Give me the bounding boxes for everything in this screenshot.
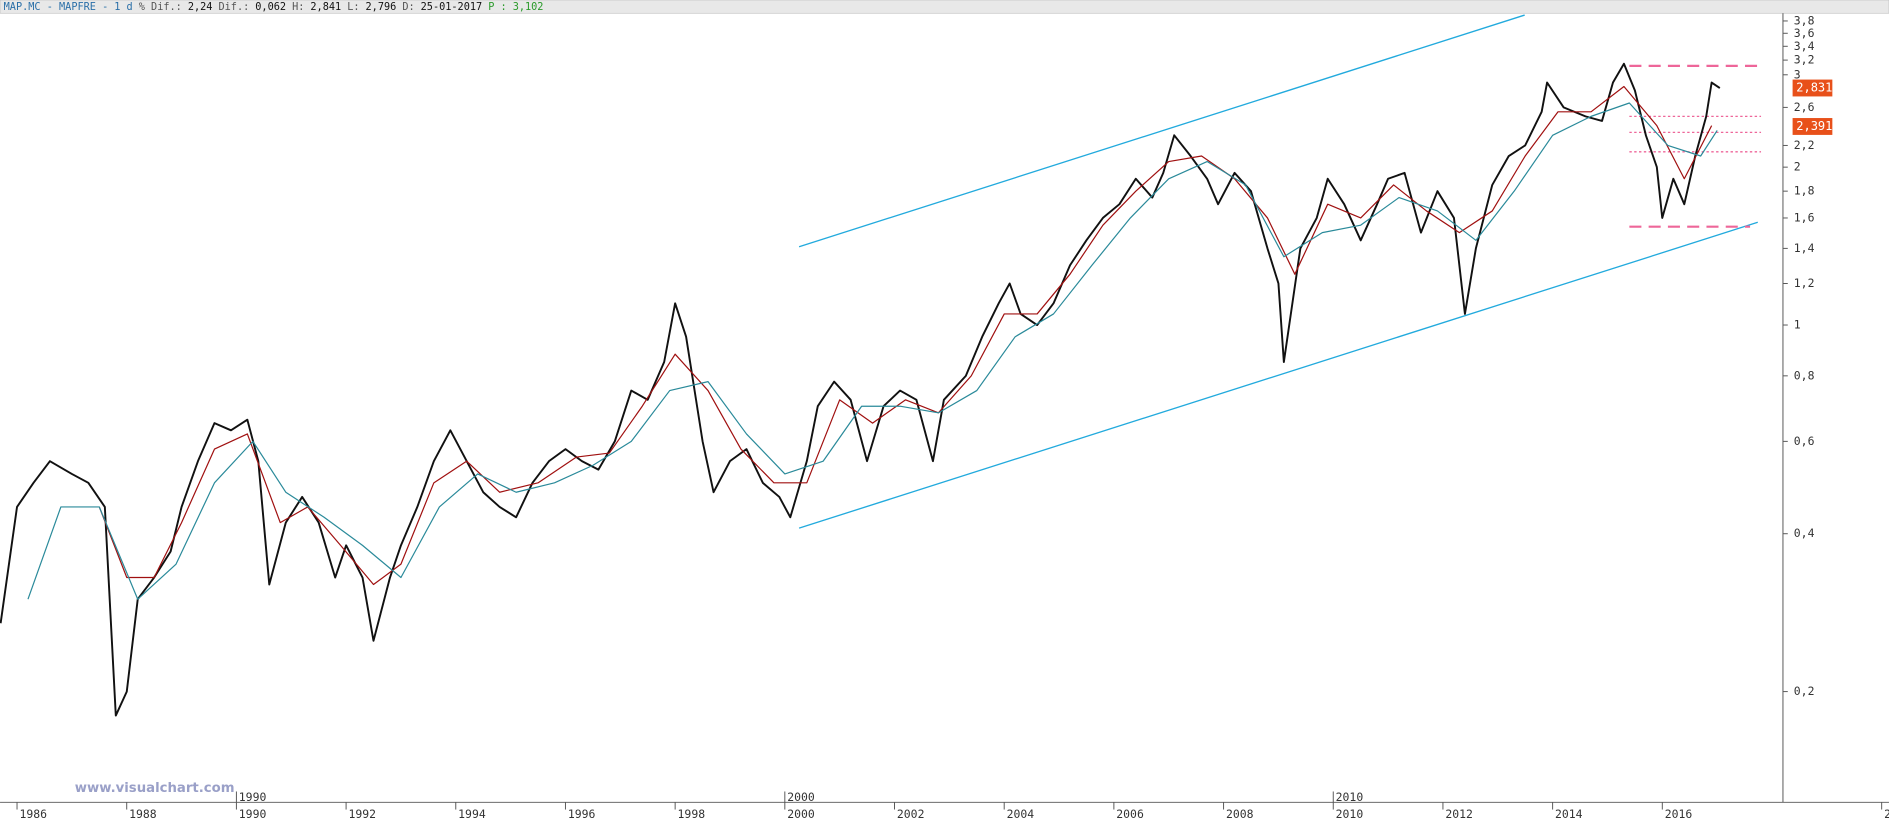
price-line	[0, 62, 1721, 717]
y-tick-label: 3,8	[1794, 13, 1815, 27]
y-tick-label: 2,6	[1794, 100, 1815, 114]
header-field: H:	[292, 2, 304, 13]
y-tick-label: 0,8	[1794, 368, 1815, 382]
x-tick-label: 2000	[787, 807, 815, 821]
price-label-box	[1792, 79, 1833, 97]
header-field: 2,841	[310, 2, 341, 13]
y-tick-label: 2	[1794, 160, 1801, 174]
header-field: 1 d	[114, 2, 132, 13]
price-line	[27, 102, 1718, 600]
x-tick-label: 2004	[1007, 807, 1035, 821]
header-field: 2,796	[366, 2, 397, 13]
header-field: MAP.MC - MAPFRE -	[4, 2, 109, 13]
x-tick-label: 20	[1884, 807, 1889, 821]
header-field: 3,102	[513, 2, 544, 13]
x-tick-label: 2008	[1226, 807, 1254, 821]
x-tick-label: 1996	[568, 807, 596, 821]
price-label: 2,391	[1796, 119, 1832, 133]
x-tick-label: 2012	[1445, 807, 1473, 821]
header-field: 25-01-2017	[421, 2, 483, 13]
trend-line	[798, 14, 1525, 248]
y-tick-label: 3	[1794, 67, 1801, 81]
y-tick-label: 0,6	[1794, 434, 1815, 448]
decade-tick-label: 2010	[1336, 790, 1364, 804]
header-field: Dif.:	[218, 2, 249, 13]
trend-line	[798, 221, 1758, 529]
y-tick-label: 1,6	[1794, 210, 1815, 224]
price-line	[98, 85, 1713, 586]
x-tick-label: 1994	[458, 807, 486, 821]
x-tick-label: 2010	[1336, 807, 1364, 821]
price-label-box	[1792, 118, 1833, 135]
x-tick-label: 2006	[1116, 807, 1144, 821]
header-field: L:	[347, 2, 359, 13]
y-tick-label: 1,8	[1794, 184, 1815, 198]
x-tick-label: 2002	[897, 807, 925, 821]
x-tick-label: 1986	[19, 807, 47, 821]
header-field: P :	[488, 2, 506, 13]
header-field: 0,062	[255, 2, 286, 13]
y-tick-label: 1	[1794, 318, 1801, 332]
x-tick-label: 1998	[678, 807, 706, 821]
x-tick-label: 2016	[1665, 807, 1693, 821]
x-tick-label: 1988	[129, 807, 157, 821]
y-tick-label: 3,2	[1794, 53, 1815, 67]
y-tick-label: 0,4	[1794, 526, 1815, 540]
decade-tick-label: 1990	[239, 790, 267, 804]
header-text: MAP.MC - MAPFRE - 1 d % Dif.: 2,24 Dif.: 0,06…	[4, 2, 544, 13]
y-tick-label: 2,2	[1794, 138, 1815, 152]
decade-tick-label: 2000	[787, 790, 815, 804]
watermark: www.visualchart.com	[75, 781, 235, 796]
x-tick-label: 1990	[239, 807, 267, 821]
y-tick-label: 1,2	[1794, 276, 1815, 290]
x-tick-label: 2014	[1555, 807, 1583, 821]
header-field: D:	[402, 2, 414, 13]
y-tick-label: 1,4	[1794, 241, 1815, 255]
y-tick-label: 3,4	[1794, 39, 1815, 53]
header-field: % Dif.:	[139, 2, 182, 13]
header-field: 2,24	[188, 2, 213, 13]
x-tick-label: 1992	[348, 807, 376, 821]
price-label: 2,831	[1796, 81, 1832, 95]
y-tick-label: 3,6	[1794, 26, 1815, 40]
y-tick-label: 0,2	[1794, 684, 1815, 698]
